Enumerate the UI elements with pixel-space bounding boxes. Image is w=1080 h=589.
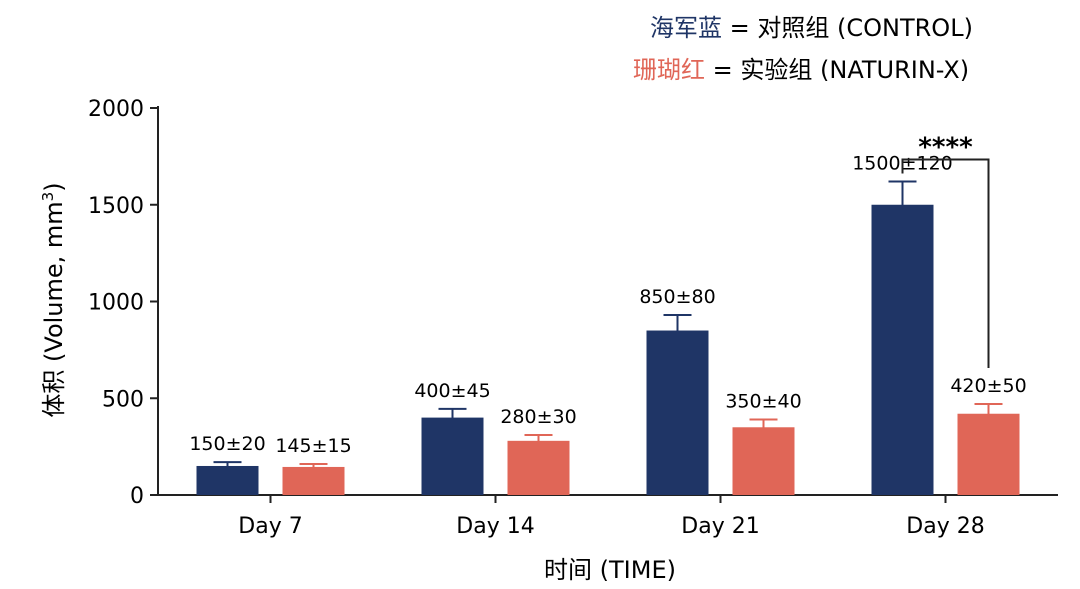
significance-marker: **** <box>901 133 990 369</box>
bar-treatment-day-28 <box>957 413 1020 495</box>
data-label-treatment: 420±50 <box>950 375 1026 397</box>
data-label-control: 150±20 <box>189 433 265 455</box>
legend-equals-treatment: = <box>705 56 740 84</box>
bar-control-day-7 <box>196 465 259 495</box>
y-tick-label: 2000 <box>88 97 144 122</box>
y-axis-title-superscript: 3 <box>39 192 57 202</box>
bars <box>196 204 1020 495</box>
y-tick-label: 1500 <box>88 194 144 219</box>
data-label-treatment: 145±15 <box>275 435 351 457</box>
legend-entry-control: 海军蓝 = 对照组 (CONTROL) <box>650 14 973 42</box>
bar-treatment-day-14 <box>507 440 570 495</box>
y-axis-title-close: ) <box>40 182 68 191</box>
bar-treatment-day-21 <box>732 427 795 495</box>
y-tick-label: 0 <box>130 484 144 509</box>
legend-entry-treatment: 珊瑚红 = 实验组 (NATURIN-X) <box>633 56 969 84</box>
y-axis-title-main: 体积 (Volume, mm <box>40 201 68 417</box>
data-label-treatment: 280±30 <box>500 406 576 428</box>
data-label-control: 850±80 <box>639 286 715 308</box>
legend-equals-control: = <box>722 14 757 42</box>
data-label-control: 400±45 <box>414 380 490 402</box>
legend-series-name-control: 对照组 (CONTROL) <box>757 14 973 42</box>
bar-control-day-28 <box>871 204 934 495</box>
x-tick-label: Day 7 <box>238 514 302 539</box>
data-label-treatment: 350±40 <box>725 391 801 413</box>
legend-color-word-treatment: 珊瑚红 <box>633 56 705 84</box>
x-tick-label: Day 28 <box>906 514 984 539</box>
legend-series-name-treatment: 实验组 (NATURIN-X) <box>740 56 969 84</box>
y-tick-label: 500 <box>102 387 144 412</box>
x-tick-label: Day 21 <box>681 514 759 539</box>
legend: 海军蓝 = 对照组 (CONTROL) 珊瑚红 = 实验组 (NATURIN-X… <box>633 14 973 84</box>
error-bars <box>213 180 1003 470</box>
significance-bracket <box>901 158 990 369</box>
significance-label: **** <box>918 133 973 163</box>
x-axis-title: 时间 (TIME) <box>544 556 676 584</box>
bar-control-day-21 <box>646 330 709 495</box>
y-tick-label: 1000 <box>88 291 144 316</box>
data-labels: 150±20400±45850±801500±120145±15280±3035… <box>189 153 1026 458</box>
x-tick-label: Day 14 <box>456 514 534 539</box>
y-axis-title: 体积 (Volume, mm3) <box>39 182 68 417</box>
bar-treatment-day-7 <box>282 466 345 495</box>
axes: 0 500 1000 1500 2000 Day 7 Day 14 Day 21 Day 28 <box>88 97 1058 539</box>
bar-control-day-14 <box>421 417 484 495</box>
legend-color-word-control: 海军蓝 <box>650 14 722 42</box>
